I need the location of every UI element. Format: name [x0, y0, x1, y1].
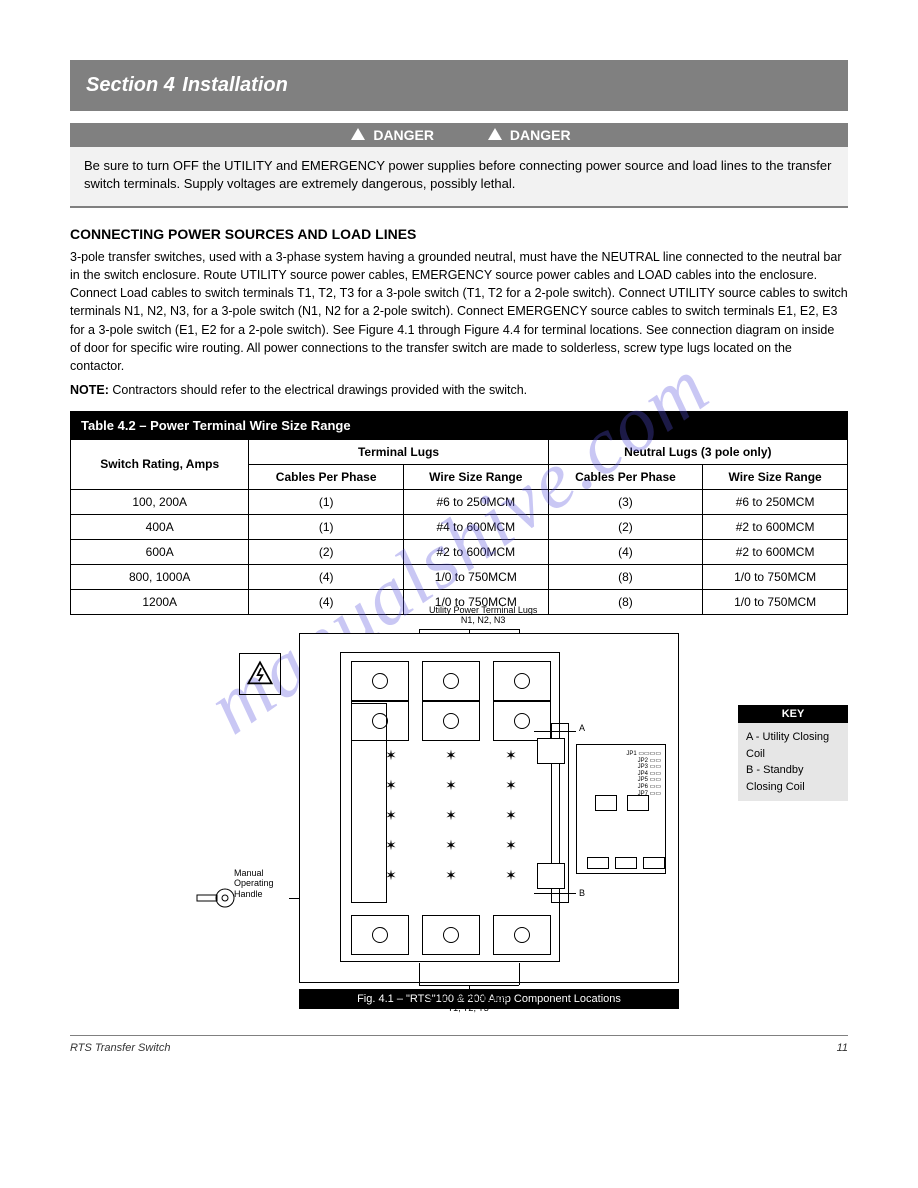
cell: (2): [548, 514, 703, 539]
cell: 1/0 to 750MCM: [703, 589, 848, 614]
section-banner: Section 4 Installation: [70, 60, 848, 111]
cell: 100, 200A: [71, 489, 249, 514]
cell: #2 to 600MCM: [703, 514, 848, 539]
callout-utility-lugs: Utility Power Terminal LugsN1, N2, N3: [429, 605, 537, 626]
cell: 800, 1000A: [71, 564, 249, 589]
cell: (4): [249, 589, 404, 614]
footer-page-number: 11: [837, 1042, 848, 1054]
key-line: A - Utility Closing Coil: [746, 729, 840, 762]
terminal-lug: [493, 915, 551, 955]
note-text: Contractors should refer to the electric…: [112, 383, 527, 397]
hazard-triangle-icon: [488, 128, 502, 140]
cell: 1/0 to 750MCM: [703, 564, 848, 589]
table-row: 600A (2) #2 to 600MCM (4) #2 to 600MCM: [71, 539, 848, 564]
terminal-lug: [422, 701, 480, 741]
cell: #2 to 600MCM: [703, 539, 848, 564]
key-line: B - Standby Closing Coil: [746, 762, 840, 795]
section-title: Installation: [182, 74, 288, 96]
figure-key-box: KEY A - Utility Closing Coil B - Standby…: [738, 705, 848, 801]
board-jumpers: JP1 ▭▭▭▭ JP2 ▭▭ JP3 ▭▭ JP4 ▭▭ JP5 ▭▭ JP6…: [626, 751, 661, 797]
callout-b: B: [579, 888, 585, 898]
control-board: JP1 ▭▭▭▭ JP2 ▭▭ JP3 ▭▭ JP4 ▭▭ JP5 ▭▭ JP6…: [576, 744, 666, 874]
cell: (8): [548, 564, 703, 589]
contactor-block: ✶✶✶ ✶✶✶ ✶✶✶ ✶✶✶ ✶✶✶: [340, 652, 560, 962]
table-row: 800, 1000A (4) 1/0 to 750MCM (8) 1/0 to …: [71, 564, 848, 589]
danger-label-right: DANGER: [510, 127, 571, 143]
cell: (3): [548, 489, 703, 514]
hazard-triangle-icon: [351, 128, 365, 140]
warning-bar: DANGER DANGER: [70, 123, 848, 147]
cell: 1200A: [71, 589, 249, 614]
enclosure-diagram: ✶✶✶ ✶✶✶ ✶✶✶ ✶✶✶ ✶✶✶: [299, 633, 679, 983]
manual-handle-icon: [195, 878, 237, 918]
callout-load-lugs: Load Terminal LugsT1, T2, T3: [429, 993, 507, 1014]
danger-label-left: DANGER: [373, 127, 434, 143]
cell: 600A: [71, 539, 249, 564]
table-row: 100, 200A (1) #6 to 250MCM (3) #6 to 250…: [71, 489, 848, 514]
footer-left: RTS Transfer Switch: [70, 1042, 170, 1054]
table-subcol: Cables Per Phase: [548, 464, 703, 489]
terminal-lug: [351, 661, 409, 701]
terminal-lug: [422, 915, 480, 955]
table-colgroup-1: Terminal Lugs: [249, 439, 548, 464]
table-subcol: Cables Per Phase: [249, 464, 404, 489]
page-footer: RTS Transfer Switch 11: [70, 1035, 848, 1054]
closing-coil-a: [537, 738, 565, 764]
cell: #2 to 600MCM: [403, 539, 548, 564]
wire-size-table: Table 4.2 – Power Terminal Wire Size Ran…: [70, 411, 848, 615]
cell: #4 to 600MCM: [403, 514, 548, 539]
connections-body: 3-pole transfer switches, used with a 3-…: [70, 248, 848, 375]
electrical-hazard-icon: [239, 653, 281, 695]
terminal-lug: [493, 661, 551, 701]
note-block: NOTE: Contractors should refer to the el…: [70, 383, 848, 397]
cell: #6 to 250MCM: [403, 489, 548, 514]
table-title: Table 4.2 – Power Terminal Wire Size Ran…: [71, 411, 848, 439]
vent-grid: ✶✶✶ ✶✶✶ ✶✶✶ ✶✶✶ ✶✶✶: [361, 741, 541, 891]
closing-coil-b: [537, 863, 565, 889]
table-colgroup-2: Neutral Lugs (3 pole only): [548, 439, 847, 464]
connections-heading: CONNECTING POWER SOURCES AND LOAD LINES: [70, 226, 848, 242]
note-label: NOTE:: [70, 383, 109, 397]
terminal-lug: [351, 915, 409, 955]
cell: (4): [249, 564, 404, 589]
table-rowheader: Switch Rating, Amps: [71, 439, 249, 489]
cell: (8): [548, 589, 703, 614]
key-header: KEY: [738, 705, 848, 723]
terminal-lug: [493, 701, 551, 741]
figure-wrapper: Utility Power Terminal LugsN1, N2, N3 Em…: [70, 633, 848, 1009]
cell: (1): [249, 514, 404, 539]
table-subcol: Wire Size Range: [403, 464, 548, 489]
cell: (1): [249, 489, 404, 514]
cell: 400A: [71, 514, 249, 539]
cell: (2): [249, 539, 404, 564]
callout-handle: ManualOperatingHandle: [234, 868, 289, 899]
section-number: Section 4: [86, 74, 175, 96]
table-row: 400A (1) #4 to 600MCM (2) #2 to 600MCM: [71, 514, 848, 539]
table-subcol: Wire Size Range: [703, 464, 848, 489]
terminal-lug: [422, 661, 480, 701]
callout-a: A: [579, 723, 585, 733]
cell: (4): [548, 539, 703, 564]
cell: 1/0 to 750MCM: [403, 564, 548, 589]
warning-body-text: Be sure to turn OFF the UTILITY and EMER…: [70, 147, 848, 208]
cell: #6 to 250MCM: [703, 489, 848, 514]
